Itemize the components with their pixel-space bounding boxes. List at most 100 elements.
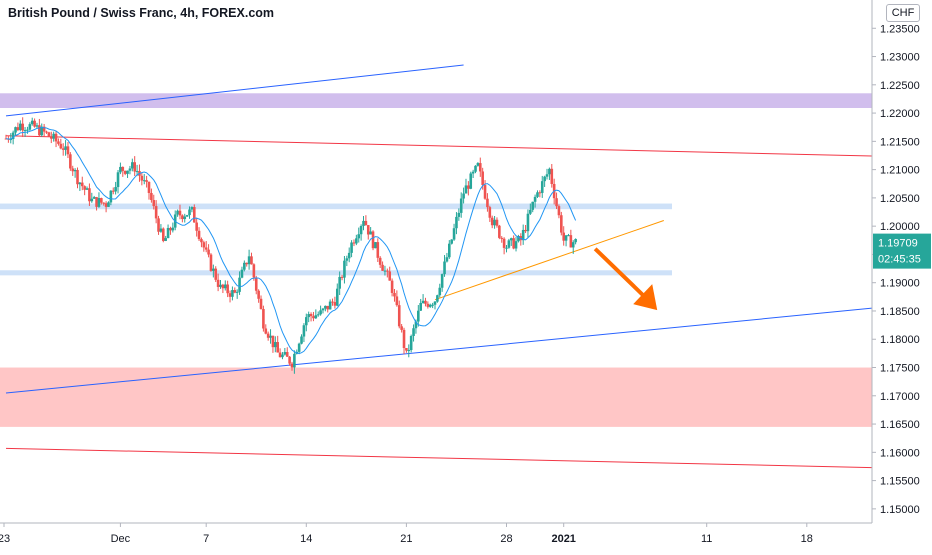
candle-body [517, 236, 520, 242]
candle-body [364, 220, 368, 226]
candle-body [531, 201, 535, 210]
candle-body [305, 317, 308, 326]
candle-body [178, 210, 182, 216]
candle-body [407, 350, 411, 352]
candle-body [64, 146, 67, 150]
time-tick-label: 28 [500, 533, 512, 545]
candle-body [343, 260, 346, 278]
candle-body [226, 284, 229, 294]
candle-body [123, 170, 127, 174]
candle-body [448, 243, 451, 258]
candle-body [524, 229, 527, 232]
candle-body [374, 242, 377, 249]
candle-body [402, 329, 406, 349]
candle-body [462, 193, 465, 199]
candle-body [135, 171, 139, 173]
time-tick-label: 18 [801, 533, 813, 545]
candle-body [23, 130, 27, 132]
candle-body [562, 232, 565, 241]
orange-support-line [434, 220, 664, 301]
candle-body [109, 190, 113, 203]
candle-body [502, 238, 506, 248]
candle-body [443, 261, 446, 275]
candle-body [61, 148, 65, 150]
candle-body [381, 264, 384, 271]
candle-body [526, 213, 530, 232]
candle-body [464, 185, 468, 194]
price-tick-label: 1.17000 [880, 391, 920, 403]
candle-body [335, 288, 339, 306]
candle-body [38, 125, 41, 136]
projection-arrow-shaft [593, 247, 651, 303]
candle-body [197, 230, 201, 240]
candle-body [533, 196, 537, 202]
candle-body [154, 206, 158, 219]
candle-body [386, 270, 389, 272]
candle-body [469, 173, 473, 189]
candle-body [452, 228, 456, 240]
candle-body [192, 207, 196, 223]
price-tick-label: 1.15000 [880, 504, 920, 516]
candle-body [283, 352, 287, 355]
candle-body [11, 132, 15, 140]
currency-button[interactable]: CHF [886, 4, 920, 22]
candle-body [431, 304, 434, 306]
candle-body [202, 242, 206, 248]
candle-body [92, 197, 96, 199]
candle-body [78, 182, 82, 185]
candle-body [557, 206, 561, 216]
candle-body [490, 217, 494, 226]
last-price-box [873, 233, 931, 269]
candle-body [176, 210, 179, 215]
candle-body [195, 222, 198, 231]
candle-body [362, 220, 365, 226]
candle-body [238, 277, 241, 292]
candle-body [459, 198, 463, 213]
candle-body [73, 169, 77, 172]
candle-body [150, 192, 153, 201]
candle-body [57, 141, 60, 144]
candle-body [512, 238, 515, 249]
candle-body [223, 284, 227, 289]
candle-body [390, 280, 394, 293]
candle-body [131, 162, 134, 169]
candle-body [221, 284, 225, 289]
candle-body [417, 310, 420, 322]
candle-body [347, 252, 351, 259]
candle-body [540, 181, 544, 193]
candle-body [574, 238, 577, 243]
candle-body [142, 180, 146, 182]
candle-body [47, 132, 51, 137]
candle-body [509, 238, 513, 241]
candle-body [269, 335, 272, 338]
candle-body [262, 308, 265, 329]
candle-body [476, 163, 480, 166]
upper-blue-trendline [5, 64, 464, 117]
candle-body [45, 131, 48, 133]
candle-body [212, 268, 215, 271]
price-tick-label: 1.15500 [880, 476, 920, 488]
candle-body [219, 284, 222, 287]
price-tick-label: 1.17500 [880, 363, 920, 375]
candle-body [52, 133, 55, 139]
candle-body [102, 202, 106, 204]
candle-body [357, 234, 361, 239]
candle-body [59, 143, 63, 149]
candle-body [414, 321, 418, 329]
candle-body [378, 257, 382, 265]
resistance-zone [0, 93, 872, 108]
candle-body [121, 166, 125, 171]
price-tick-label: 1.21500 [880, 136, 920, 148]
time-tick-label: Dec [111, 533, 131, 545]
candle-body [571, 242, 575, 248]
price-tick-label: 1.22500 [880, 80, 920, 92]
candle-body [428, 304, 432, 307]
candle-body [331, 301, 334, 303]
candle-body [352, 242, 356, 244]
candle-body [498, 225, 501, 238]
candle-body [183, 216, 187, 220]
price-tick-label: 1.19000 [880, 278, 920, 290]
time-tick-label: 14 [300, 533, 312, 545]
